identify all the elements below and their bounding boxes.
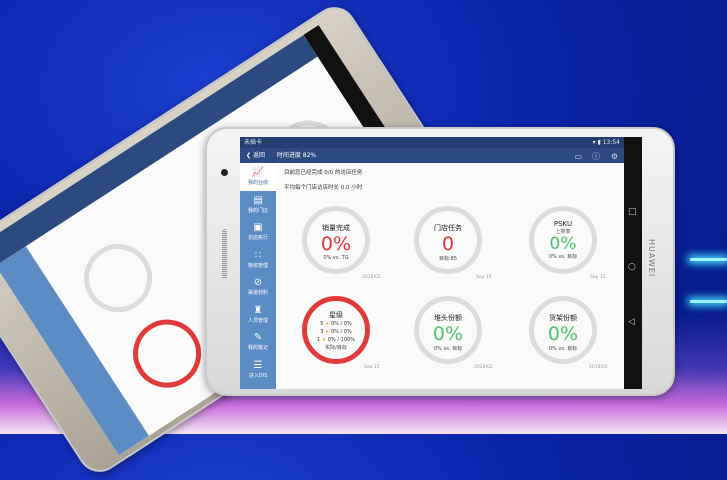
card-sales[interactable]: 销量完成 0% 0% vs. TG	[302, 206, 370, 274]
brand-logo: HUAWEI	[647, 239, 656, 278]
recent-apps-icon[interactable]: □	[628, 207, 637, 217]
status-bar: 未插卡 ▾ ▮ 13:54	[240, 137, 624, 148]
back-button[interactable]: ❮ 返回	[246, 152, 265, 159]
card-star-rating[interactable]: 星级 5 ★ 0% / 0% 3 ★ 0% / 0% 1 ★ 0% / 100%…	[302, 296, 370, 364]
people-icon: ♜	[253, 304, 263, 316]
gear-icon[interactable]: ⚙	[610, 152, 618, 161]
card-date: Sep 15	[590, 275, 606, 280]
sidebar: 📈 我的业绩 ▤ 我的门店 ▣ 访店执行 ∷ 物资管理 ⊘ 渠道材料 ♜ 人员管理 ✎ 我的笔…	[240, 163, 276, 389]
card-psku[interactable]: PSKU 上架率 0% 0% vs. 目标	[529, 206, 597, 274]
sidebar-item-performance[interactable]: 📈 我的业绩	[240, 163, 276, 191]
chevron-left-icon: ❮	[246, 152, 253, 159]
wifi-battery-icon: ▾ ▮	[592, 139, 603, 146]
sidebar-item-materials[interactable]: ∷ 物资管理	[240, 246, 276, 274]
star-icon: ★	[324, 321, 330, 327]
clipboard-icon: ▣	[253, 222, 263, 233]
speaker-grill	[222, 229, 227, 279]
card-endcap-share[interactable]: 堆头份额 0% 0% vs. 目标	[414, 296, 482, 364]
help-icon[interactable]: ⓘ	[592, 152, 600, 161]
chart-icon: 📈	[251, 167, 265, 178]
sidebar-item-dis[interactable]: ☰ 进入DIS	[240, 356, 276, 384]
star-row: 5 ★ 0% / 0%	[320, 321, 352, 327]
card-date: 2016/02	[362, 275, 381, 280]
card-date: Sep 15	[364, 365, 380, 370]
app-header: ❮ 返回 时间进度 82% ▭ ⓘ ⚙	[240, 148, 624, 163]
star-row: 1 ★ 0% / 100%	[317, 337, 355, 343]
app-screen: 未插卡 ▾ ▮ 13:54 ❮ 返回 时间进度 82% ▭ ⓘ ⚙ 📈 我的业绩 …	[240, 137, 624, 389]
sidebar-item-visit[interactable]: ▣ 访店执行	[240, 218, 276, 246]
front-tablet: 未插卡 ▾ ▮ 13:54 ❮ 返回 时间进度 82% ▭ ⓘ ⚙ 📈 我的业绩 …	[205, 127, 675, 396]
light-streak	[690, 258, 727, 261]
message-icon[interactable]: ▭	[574, 152, 582, 161]
time-progress: 时间进度 82%	[276, 152, 317, 159]
clock: 13:54	[602, 139, 620, 146]
star-icon: ★	[321, 337, 327, 343]
card-store-tasks[interactable]: 门店任务 0 目标:85	[414, 206, 482, 274]
star-row: 3 ★ 0% / 0%	[320, 329, 352, 335]
back-tablet-ring	[71, 231, 166, 326]
sidebar-item-channel[interactable]: ⊘ 渠道材料	[240, 273, 276, 301]
sidebar-item-staff[interactable]: ♜ 人员管理	[240, 301, 276, 329]
back-tablet-ring	[120, 306, 215, 401]
card-shelf-share[interactable]: 货架份额 0% 0% vs. 目标	[529, 296, 597, 364]
home-icon[interactable]: ○	[628, 262, 636, 272]
carrier-text: 未插卡	[244, 139, 263, 146]
card-date: 2016/02	[589, 365, 608, 370]
note-icon: ✎	[253, 332, 263, 343]
visit-duration: 平均每个门店访店时长 0.0 小时	[284, 185, 363, 191]
paperclip-icon: ⊘	[253, 277, 263, 288]
sidebar-item-stores[interactable]: ▤ 我的门店	[240, 191, 276, 219]
list-icon: ☰	[253, 359, 263, 371]
light-streak	[690, 300, 727, 303]
card-date: 2016/02	[474, 365, 493, 370]
sidebar-item-notes[interactable]: ✎ 我的笔记	[240, 328, 276, 356]
card-date: Sep 15	[476, 275, 492, 280]
visit-summary: 目前您已经完成 0/0 的访店任务	[284, 170, 363, 176]
back-nav-icon[interactable]: ◁	[628, 317, 635, 327]
grid-icon: ∷	[254, 249, 262, 261]
camera	[221, 169, 228, 176]
store-icon: ▤	[253, 194, 263, 206]
android-nav-bar: □ ○ ◁	[624, 137, 642, 389]
star-icon: ★	[324, 329, 330, 335]
